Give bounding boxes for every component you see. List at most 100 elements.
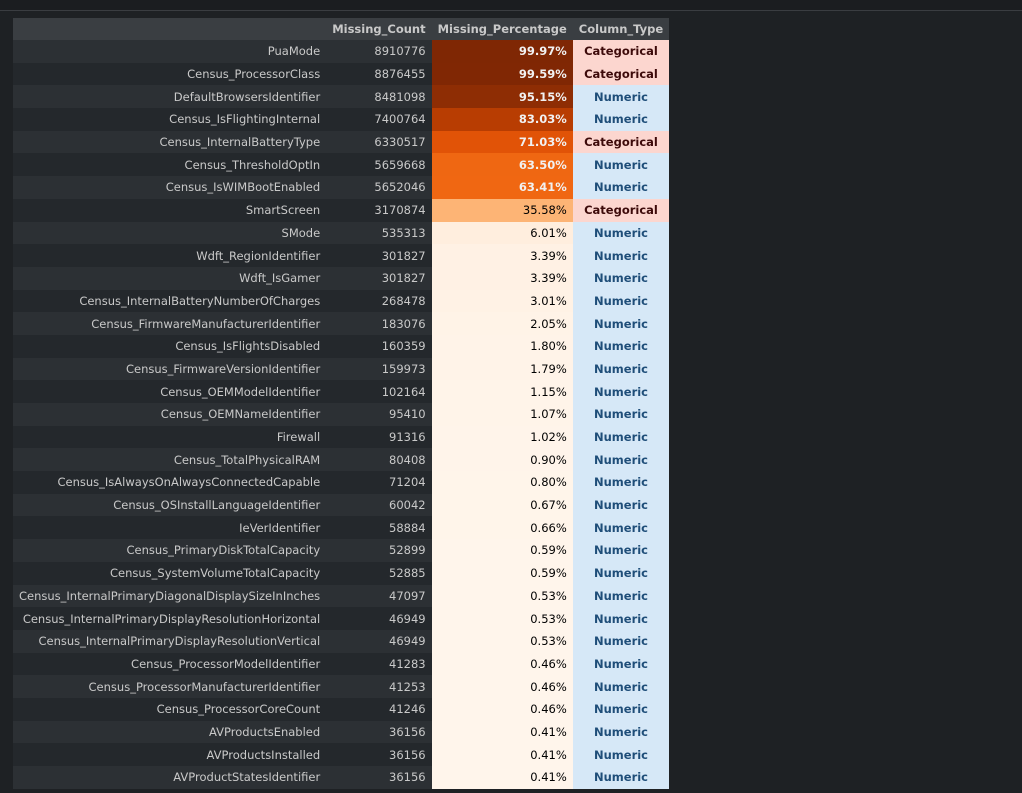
table-row: Census_InternalBatteryType 6330517 71.03% C… [13, 130, 670, 154]
column-type: Numeric [572, 493, 670, 517]
row-label: SMode [13, 221, 327, 245]
missing-percentage: 63.41% [431, 176, 573, 199]
column-type: Numeric [572, 221, 670, 245]
row-label: Census_IsFlightsDisabled [13, 334, 327, 358]
missing-count: 91316 [326, 425, 432, 449]
index-header [13, 18, 327, 40]
missing-percentage: 0.80% [431, 471, 573, 494]
table-row: Census_InternalBatteryNumberOfCharges 268… [13, 289, 670, 313]
missing-count: 52899 [326, 539, 432, 562]
missing-percentage: 2.05% [431, 312, 573, 335]
missing-count: 268478 [326, 289, 432, 313]
column-type: Numeric [572, 380, 670, 403]
missing-count: 159973 [326, 357, 432, 381]
table-row: Wdft_IsGamer 301827 3.39% Numeric [13, 266, 670, 290]
missing-percentage: 0.46% [431, 652, 573, 676]
row-label: Census_OSInstallLanguageIdentifier [13, 493, 327, 517]
missing-count: 71204 [326, 471, 432, 494]
row-label: SmartScreen [13, 198, 327, 222]
missing-percentage: 99.59% [431, 62, 573, 86]
column-header: Missing_Percentage [431, 18, 573, 40]
missing-percentage: 3.39% [431, 266, 573, 290]
missing-table: Missing_Count Missing_Percentage Column_… [13, 18, 670, 789]
row-label: Census_OEMModelIdentifier [13, 380, 327, 403]
column-header: Missing_Count [326, 18, 432, 40]
row-label: AVProductsEnabled [13, 720, 327, 744]
missing-count: 41253 [326, 675, 432, 698]
column-type: Numeric [572, 471, 670, 494]
missing-count: 102164 [326, 380, 432, 403]
column-type: Numeric [572, 153, 670, 177]
missing-percentage: 0.59% [431, 561, 573, 585]
table-row: Census_OEMNameIdentifier 95410 1.07% Numeri… [13, 403, 670, 426]
missing-count: 46949 [326, 607, 432, 630]
missing-percentage: 0.41% [431, 743, 573, 766]
table-row: Census_InternalPrimaryDiagonalDisplaySiz… [13, 584, 670, 608]
column-type: Categorical [572, 198, 670, 222]
column-type: Numeric [572, 607, 670, 630]
column-type: Numeric [572, 652, 670, 676]
row-label: Census_ProcessorCoreCount [13, 697, 327, 721]
missing-percentage: 3.01% [431, 289, 573, 313]
table-row: Census_IsFlightingInternal 7400764 83.03% N… [13, 108, 670, 131]
table-row: DefaultBrowsersIdentifier 8481098 95.15% Nu… [13, 85, 670, 109]
missing-percentage: 1.02% [431, 425, 573, 449]
missing-percentage: 35.58% [431, 198, 573, 222]
table-row: Wdft_RegionIdentifier 301827 3.39% Numeric [13, 244, 670, 267]
table-row: SMode 535313 6.01% Numeric [13, 221, 670, 245]
column-type: Numeric [572, 539, 670, 562]
missing-percentage: 0.41% [431, 720, 573, 744]
table-container: Missing_Count Missing_Percentage Column_… [13, 18, 670, 789]
column-type: Numeric [572, 244, 670, 267]
column-type: Numeric [572, 425, 670, 449]
table-row: AVProductsEnabled 36156 0.41% Numeric [13, 720, 670, 744]
column-type: Categorical [572, 40, 670, 63]
missing-count: 8481098 [326, 85, 432, 109]
missing-percentage: 0.59% [431, 539, 573, 562]
missing-percentage: 1.79% [431, 357, 573, 381]
missing-count: 41283 [326, 652, 432, 676]
column-type: Numeric [572, 312, 670, 335]
table-row: Census_ProcessorManufacturerIdentifier 41… [13, 675, 670, 698]
row-label: Census_IsAlwaysOnAlwaysConnectedCapable [13, 471, 327, 494]
missing-count: 47097 [326, 584, 432, 608]
table-row: Census_InternalPrimaryDisplayResolutionH… [13, 607, 670, 630]
column-type: Numeric [572, 561, 670, 585]
column-type: Numeric [572, 266, 670, 290]
missing-count: 160359 [326, 334, 432, 358]
row-label: Census_ProcessorManufacturerIdentifier [13, 675, 327, 698]
table-row: AVProductStatesIdentifier 36156 0.41% Numer… [13, 766, 670, 789]
column-type: Numeric [572, 584, 670, 608]
row-label: Census_InternalPrimaryDiagonalDisplaySiz… [13, 584, 327, 608]
column-type: Numeric [572, 697, 670, 721]
table-row: Census_OEMModelIdentifier 102164 1.15% Nume… [13, 380, 670, 403]
table-row: Census_IsAlwaysOnAlwaysConnectedCapable 7… [13, 471, 670, 494]
table-row: Census_OSInstallLanguageIdentifier 60042 0… [13, 493, 670, 517]
missing-count: 183076 [326, 312, 432, 335]
row-label: Census_ProcessorClass [13, 62, 327, 86]
missing-percentage: 63.50% [431, 153, 573, 177]
row-label: AVProductsInstalled [13, 743, 327, 766]
table-row: Census_SystemVolumeTotalCapacity 52885 0.5… [13, 561, 670, 585]
missing-percentage: 0.90% [431, 448, 573, 472]
missing-count: 36156 [326, 743, 432, 766]
table-body: PuaMode 8910776 99.97% Categorical Census_Pr… [13, 40, 670, 789]
table-row: Census_InternalPrimaryDisplayResolutionV… [13, 629, 670, 653]
table-row: Census_ProcessorClass 8876455 99.59% Catego… [13, 62, 670, 86]
missing-count: 5659668 [326, 153, 432, 177]
row-label: Census_OEMNameIdentifier [13, 403, 327, 426]
missing-count: 8910776 [326, 40, 432, 63]
table-row: Census_PrimaryDiskTotalCapacity 52899 0.59… [13, 539, 670, 562]
row-label: Wdft_IsGamer [13, 266, 327, 290]
missing-count: 8876455 [326, 62, 432, 86]
row-label: DefaultBrowsersIdentifier [13, 85, 327, 109]
column-type: Numeric [572, 766, 670, 789]
row-label: Census_IsFlightingInternal [13, 108, 327, 131]
row-label: Firewall [13, 425, 327, 449]
table-row: SmartScreen 3170874 35.58% Categorical [13, 198, 670, 222]
missing-percentage: 3.39% [431, 244, 573, 267]
missing-percentage: 95.15% [431, 85, 573, 109]
missing-percentage: 0.41% [431, 766, 573, 789]
missing-count: 36156 [326, 720, 432, 744]
